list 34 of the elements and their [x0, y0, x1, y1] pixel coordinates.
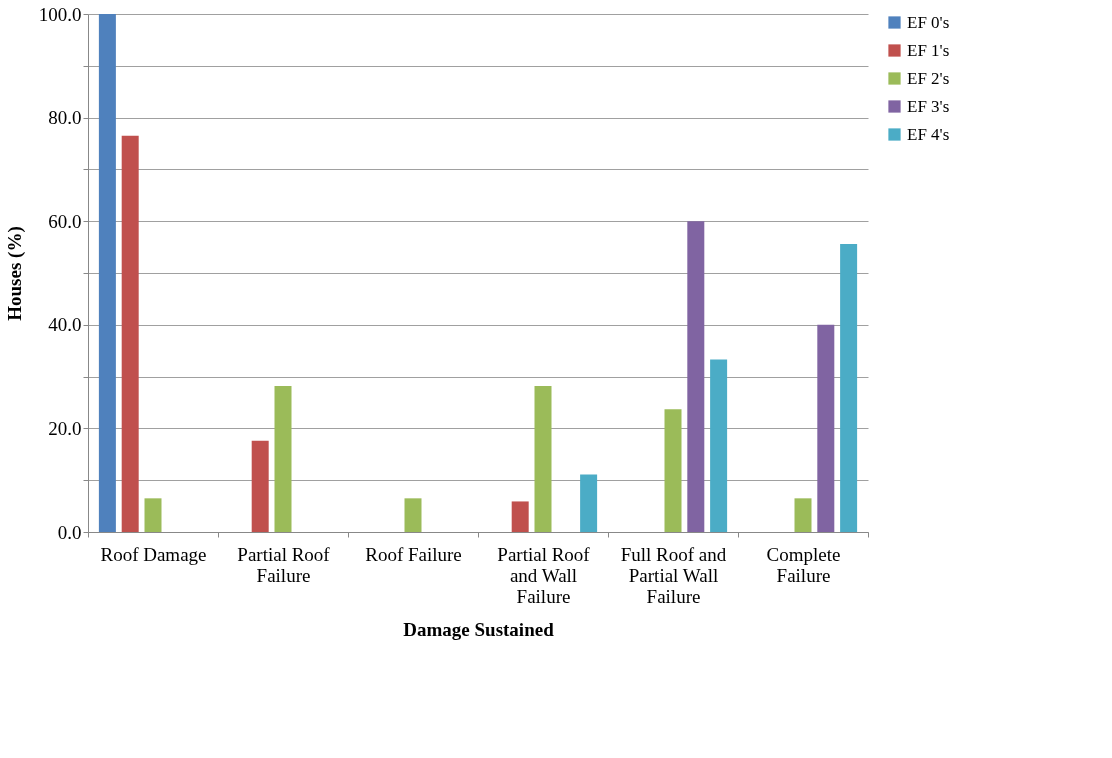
bar [580, 474, 598, 532]
legend-label: EF 1's [907, 40, 950, 60]
legend-label: EF 4's [907, 124, 950, 144]
x-tick-label: Partial Roof and Wall Failure [497, 543, 591, 607]
bar [794, 498, 812, 532]
x-axis-title: Damage Sustained [403, 618, 555, 640]
y-tick-label: 100.0 [38, 3, 82, 25]
y-tick-label: 20.0 [48, 417, 82, 439]
legend-label: EF 3's [907, 96, 950, 116]
legend-label: EF 2's [907, 68, 950, 88]
y-tick-label: 60.0 [48, 210, 82, 232]
bar [687, 221, 705, 532]
x-tick-label: Full Roof and Partial Wall Failure [620, 543, 727, 607]
y-tick-label: 0.0 [57, 521, 82, 543]
legend-label: EF 0's [907, 12, 950, 32]
bar [840, 243, 858, 532]
bar [144, 498, 162, 532]
x-tick-label: Roof Failure [365, 543, 462, 565]
bar [251, 440, 269, 532]
bar [98, 14, 116, 532]
y-tick-label: 80.0 [48, 107, 82, 129]
y-axis-title: Houses (%) [3, 226, 26, 321]
bar [404, 498, 422, 532]
bar [664, 409, 682, 532]
bar [274, 385, 292, 532]
x-tick-label: Roof Damage [100, 543, 207, 565]
bar [534, 385, 552, 532]
x-tick-label: Complete Failure [766, 543, 841, 586]
bar [511, 501, 529, 532]
bar [710, 359, 728, 532]
x-tick-label: Partial Roof Failure [237, 543, 331, 586]
y-tick-label: 40.0 [48, 314, 82, 336]
bar [121, 135, 139, 532]
bar [817, 324, 835, 532]
